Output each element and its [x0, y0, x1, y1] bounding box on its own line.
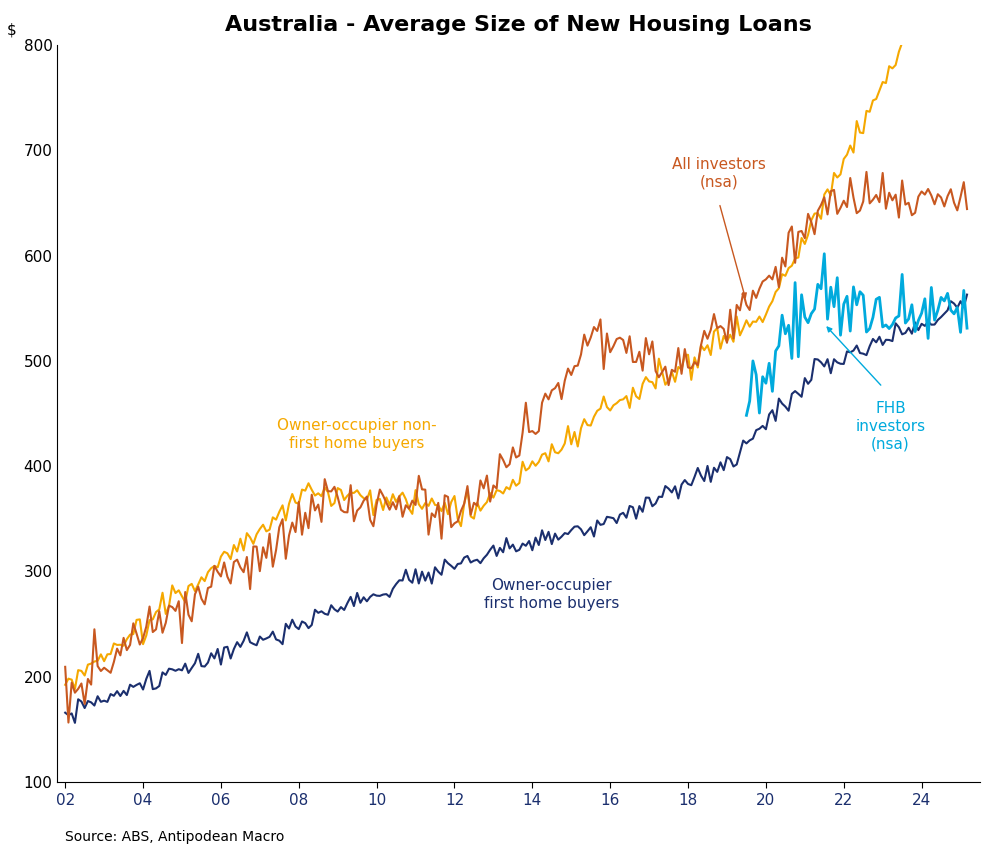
Text: $: $: [7, 23, 17, 37]
Text: All investors
(nsa): All investors (nsa): [672, 157, 765, 190]
Text: Owner-occupier
first home buyers: Owner-occupier first home buyers: [484, 578, 619, 611]
Text: Source: ABS, Antipodean Macro: Source: ABS, Antipodean Macro: [65, 829, 283, 844]
Title: Australia - Average Size of New Housing Loans: Australia - Average Size of New Housing …: [225, 15, 811, 35]
Text: FHB
investors
(nsa): FHB investors (nsa): [855, 401, 924, 451]
Text: Owner-occupier non-
first home buyers: Owner-occupier non- first home buyers: [277, 418, 436, 451]
